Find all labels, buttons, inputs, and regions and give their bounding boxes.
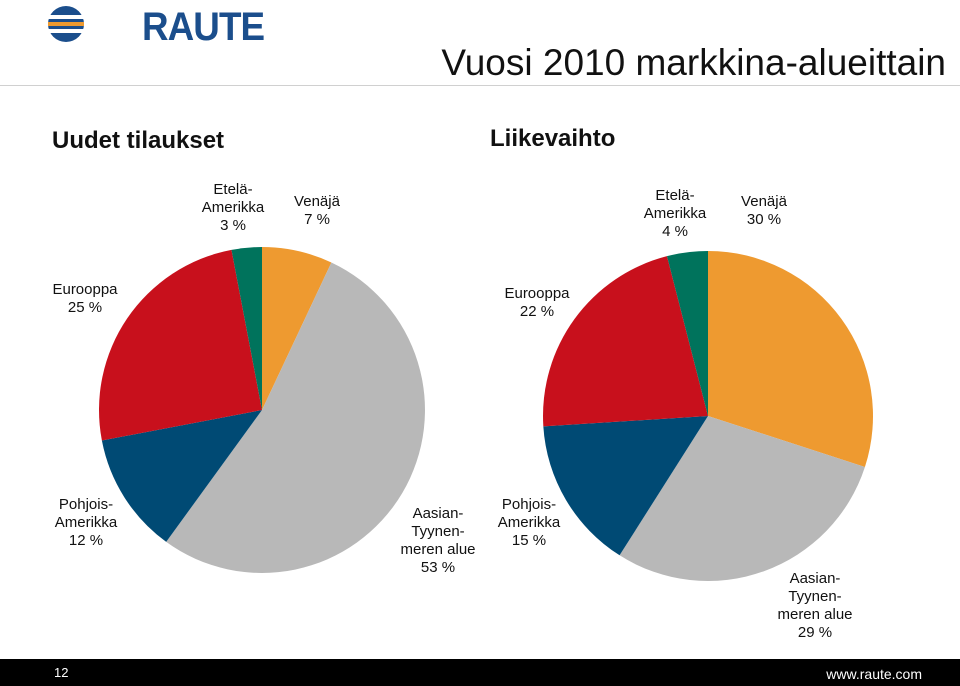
pie1-label-aasia: Aasian- Tyynen- meren alue 53 %: [400, 505, 476, 576]
pie2-label-venaja: Venäjä 30 %: [741, 193, 787, 228]
footer-bar: 12 www.raute.com: [0, 659, 960, 686]
title-divider: [0, 85, 960, 86]
raute-logo-mark-icon: [48, 6, 84, 42]
chart-title-uudet-tilaukset: Uudet tilaukset: [52, 127, 225, 154]
pie1-slice-aasia: [166, 262, 425, 573]
chart-title-liikevaihto: Liikevaihto: [490, 125, 616, 152]
page-title: Vuosi 2010 markkina-alueittain: [441, 42, 946, 83]
pie1-slice-eurooppa: [99, 249, 262, 441]
pie-liikevaihto: [543, 251, 873, 581]
pie2-label-pohjois-amerikka: Pohjois- Amerikka 15 %: [497, 496, 561, 549]
pie2-slice-aasia: [619, 416, 865, 581]
logo-wordmark: RAUTE: [142, 5, 265, 49]
footer-url[interactable]: www.raute.com: [826, 666, 922, 682]
pie1-slice-venaja: [262, 247, 332, 410]
pie1-label-eurooppa: Eurooppa 25 %: [52, 281, 118, 316]
pie1-slice-etela: [231, 247, 262, 410]
pie2-label-etela-amerikka: Etelä- Amerikka 4 %: [643, 187, 707, 240]
pie2-label-aasia: Aasian- Tyynen- meren alue 29 %: [777, 570, 853, 641]
pie2-slice-etela: [666, 251, 708, 416]
pie1-label-pohjois-amerikka: Pohjois- Amerikka 12 %: [54, 496, 118, 549]
pie1-slice-pohjois: [101, 410, 262, 542]
raute-logo: RAUTE: [46, 4, 265, 49]
pie2-slice-eurooppa: [543, 256, 708, 427]
pie1-label-venaja: Venäjä 7 %: [294, 193, 340, 228]
pie2-label-eurooppa: Eurooppa 22 %: [504, 285, 570, 320]
pie-uudet-tilaukset: [99, 247, 425, 573]
pie1-label-etela-amerikka: Etelä- Amerikka 3 %: [201, 181, 265, 234]
pie2-slice-pohjois: [543, 416, 708, 556]
page-number: 12: [54, 665, 69, 680]
pie2-slice-venaja: [708, 251, 873, 467]
